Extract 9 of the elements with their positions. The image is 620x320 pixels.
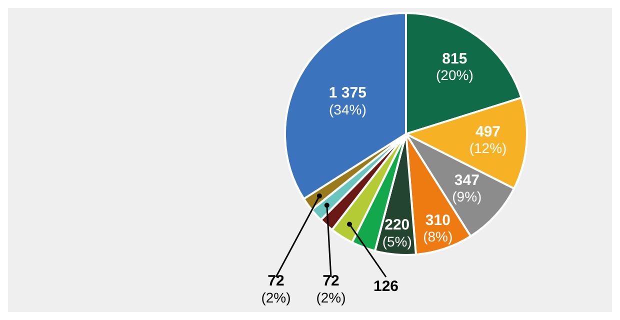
- data-label: 347 (9%): [452, 172, 482, 205]
- data-label: 126: [373, 278, 399, 296]
- data-label: 220 (5%): [382, 216, 412, 250]
- data-label: 497 (12%): [469, 123, 507, 156]
- data-label: 310 (8%): [423, 212, 453, 245]
- data-label: 1 375 (34%): [328, 84, 366, 118]
- data-label: 72 (2%): [316, 272, 346, 306]
- data-label: 815 (20%): [436, 50, 474, 84]
- data-label: 72 (2%): [261, 272, 291, 306]
